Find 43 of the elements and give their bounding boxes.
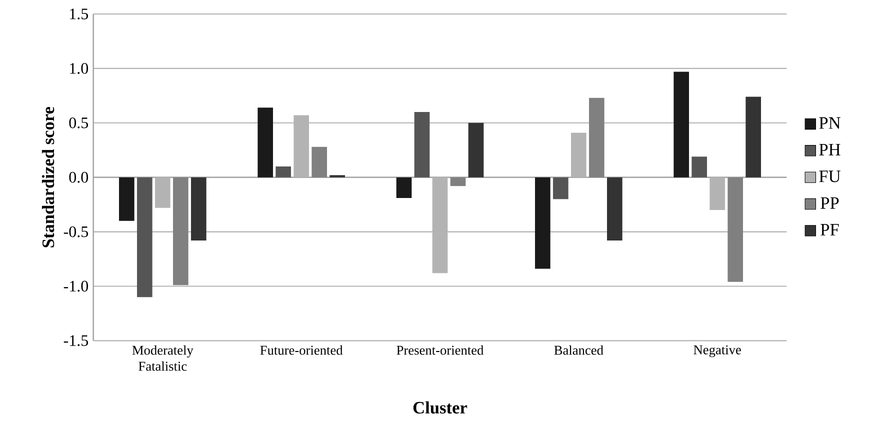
y-tick-label: -1.0 [64, 280, 88, 292]
bar [191, 177, 206, 240]
bar [173, 177, 188, 286]
y-tick-label: 0.5 [69, 117, 88, 128]
bar [450, 177, 466, 186]
y-tick-label: -0.5 [64, 226, 88, 238]
legend-label: PH [819, 144, 840, 156]
bar [607, 177, 622, 240]
x-tick-label: Moderately Fatalistic [132, 345, 194, 371]
y-tick-label: 0.0 [69, 172, 88, 183]
bar [396, 177, 412, 198]
bar [468, 122, 484, 178]
bar [571, 132, 586, 178]
bar [137, 177, 152, 298]
bar [710, 177, 725, 210]
bar [276, 166, 291, 178]
legend-label: PP [820, 197, 839, 209]
bar [674, 72, 689, 178]
bar [553, 177, 568, 200]
legend-label: FU [819, 170, 840, 182]
legend-label: PN [819, 117, 840, 129]
bar [746, 96, 761, 178]
bar [119, 177, 134, 221]
bar [589, 98, 604, 178]
y-tick-label: -1.5 [64, 335, 88, 346]
x-axis-title: Cluster [413, 401, 468, 414]
y-tick-label: 1.5 [70, 8, 88, 20]
legend-label: PF [820, 224, 839, 236]
x-tick-label: Negative [694, 345, 741, 358]
y-tick-label: 1.0 [70, 63, 88, 74]
bar [692, 156, 707, 178]
bar [414, 112, 430, 178]
bar [312, 146, 328, 178]
bar [432, 177, 448, 274]
bar [294, 115, 310, 178]
bar [258, 108, 273, 178]
bar [728, 177, 743, 282]
x-tick-label: Present-oriented [396, 345, 484, 355]
bar [535, 177, 550, 269]
y-axis-title: Standardized score [42, 106, 54, 248]
x-tick-label: Balanced [554, 345, 604, 355]
x-tick-label: Future-oriented [260, 345, 343, 355]
bar [155, 177, 170, 208]
